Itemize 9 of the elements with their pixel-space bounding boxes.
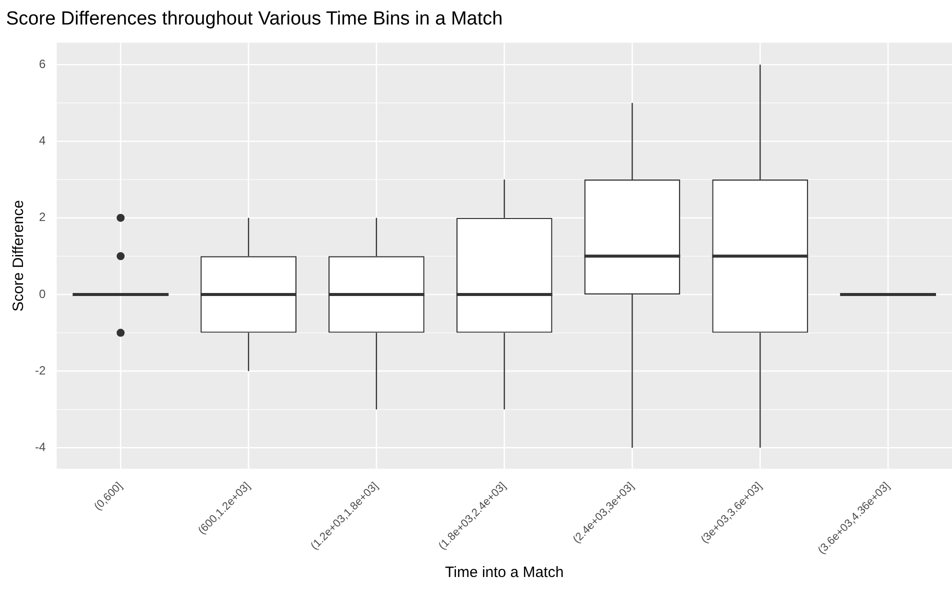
y-tick-label: 2 [38,210,46,224]
y-axis-title: Score Difference [10,200,28,312]
y-tick-label: 4 [38,134,46,148]
y-tick-label: -2 [35,363,46,378]
y-tick-label: 0 [38,286,46,301]
chart-title: Score Differences throughout Various Time Bins in a Match [6,8,503,30]
y-tick-label: -4 [35,440,46,454]
y-tick-label: 6 [38,56,46,71]
x-axis-title: Time into a Match [445,564,564,582]
